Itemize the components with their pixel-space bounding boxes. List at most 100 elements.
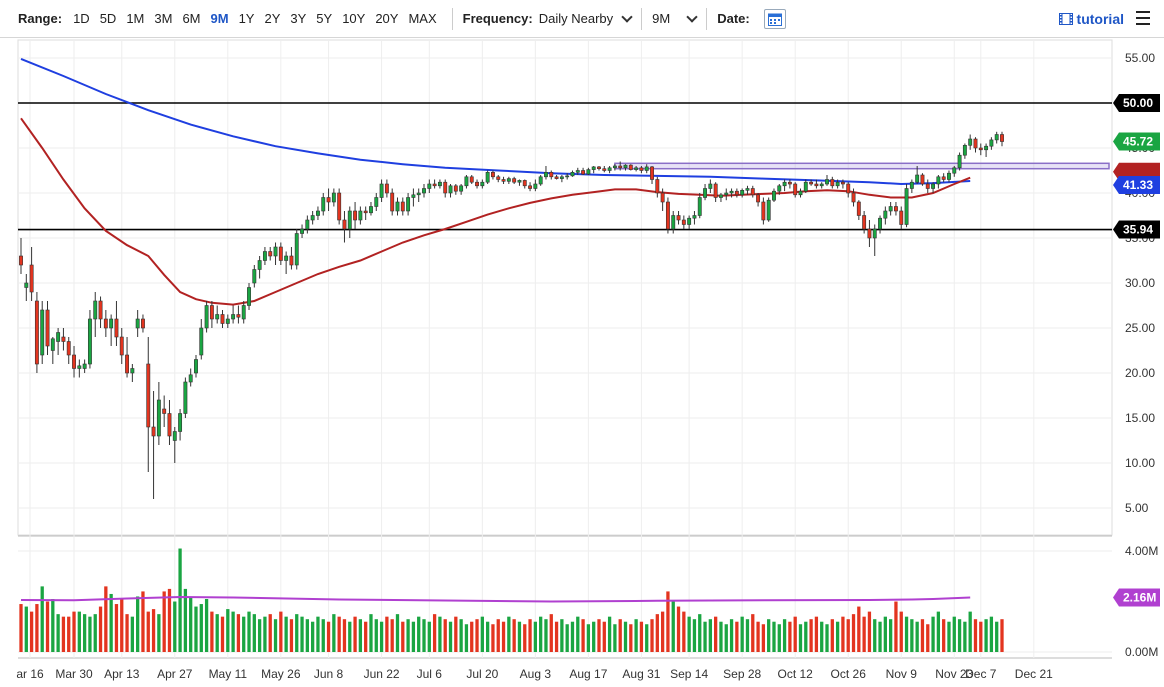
volume-bar xyxy=(820,621,824,652)
range-button-2y[interactable]: 2Y xyxy=(264,11,281,26)
candle xyxy=(289,247,294,270)
volume-bar xyxy=(586,624,591,652)
range-button-5y[interactable]: 5Y xyxy=(316,11,333,26)
candle xyxy=(496,175,501,183)
range-button-1m[interactable]: 1M xyxy=(126,11,145,26)
candle xyxy=(427,179,432,193)
volume-bar xyxy=(639,621,644,652)
calendar-icon[interactable] xyxy=(763,8,786,29)
candle-body xyxy=(978,147,983,151)
range-button-20y[interactable]: 20Y xyxy=(375,11,399,26)
date-label: Date: xyxy=(717,11,750,26)
candle xyxy=(437,179,442,189)
hamburger-menu-icon[interactable] xyxy=(1136,11,1150,25)
candle-body xyxy=(469,176,474,183)
volume-bar xyxy=(454,616,458,652)
frequency-dropdown[interactable]: Daily Nearby xyxy=(539,10,633,26)
candle xyxy=(353,202,358,229)
range-button-6m[interactable]: 6M xyxy=(182,11,201,26)
candle-body xyxy=(962,145,967,156)
candle xyxy=(602,166,607,173)
candle xyxy=(665,197,670,234)
candle-body xyxy=(448,185,453,194)
volume-bar xyxy=(125,614,129,652)
candle-body xyxy=(947,172,951,180)
volume-bar xyxy=(199,604,203,652)
volume-bar xyxy=(295,614,299,652)
candle-body xyxy=(289,255,294,266)
candle-body xyxy=(719,194,723,198)
candle-body xyxy=(904,188,909,225)
volume-bar xyxy=(236,614,241,652)
candle-body xyxy=(803,181,808,192)
candle xyxy=(533,179,538,192)
candle xyxy=(634,166,639,172)
volume-bar xyxy=(528,619,532,652)
volume-bar xyxy=(136,596,140,652)
candle-body xyxy=(740,190,745,196)
range-button-10y[interactable]: 10Y xyxy=(342,11,366,26)
range-button-max[interactable]: MAX xyxy=(408,11,437,26)
volume-bar xyxy=(692,619,697,652)
volume-bar xyxy=(549,614,553,652)
range-button-5d[interactable]: 5D xyxy=(99,11,117,26)
volume-bar xyxy=(846,619,850,652)
volume-bar xyxy=(708,619,712,652)
volume-bar xyxy=(957,619,962,652)
x-axis-labels: ar 16 Mar 30 Apr 13 Apr 27 May 11 May 26 Jun 8… xyxy=(16,667,1053,681)
volume-bar xyxy=(751,614,755,652)
level-tag-upper-text: 50.00 xyxy=(1123,96,1153,110)
volume-bar xyxy=(268,614,272,652)
candle xyxy=(162,395,167,427)
last-price-tag-shape xyxy=(1113,132,1160,151)
volume-bar xyxy=(714,616,718,652)
price-panel-frame xyxy=(17,39,1113,536)
volume-bar xyxy=(655,614,659,652)
range-button-1d[interactable]: 1D xyxy=(73,11,90,26)
volume-bar xyxy=(61,616,66,652)
toolbar-divider xyxy=(706,7,708,30)
volume-bar xyxy=(417,616,421,652)
volume-bar xyxy=(369,614,373,652)
price-chart[interactable]: ar 16 Mar 30 Apr 13 Apr 27 May 11 May 26 Jun 8… xyxy=(0,38,1164,687)
candle-body xyxy=(830,179,835,187)
price-tick-label: 30.00 xyxy=(1125,276,1155,290)
volume-bar xyxy=(448,621,453,652)
range-button-3m[interactable]: 3M xyxy=(154,11,173,26)
volume-bar xyxy=(364,621,368,652)
candle xyxy=(66,337,71,364)
volume-bar xyxy=(597,619,601,652)
x-tick-label: May 11 xyxy=(209,667,248,681)
range-button-1y[interactable]: 1Y xyxy=(238,11,255,26)
candle-body xyxy=(920,174,925,185)
candle xyxy=(655,176,660,198)
volume-bar xyxy=(544,619,548,652)
range-button-9m[interactable]: 9M xyxy=(210,11,229,26)
candle xyxy=(544,166,548,180)
range-button-3y[interactable]: 3Y xyxy=(290,11,307,26)
volume-bar xyxy=(210,611,214,652)
candle xyxy=(390,188,395,216)
volume-tick-label: 4.00M xyxy=(1125,544,1158,558)
moving-average-red-line xyxy=(20,117,971,306)
candle-body xyxy=(167,413,172,437)
candle-body xyxy=(729,190,734,194)
volume-bar xyxy=(995,621,999,652)
candle xyxy=(19,238,23,274)
candle xyxy=(724,188,729,201)
tutorial-link[interactable]: tutorial xyxy=(1058,11,1124,27)
candle xyxy=(650,166,654,184)
volume-bar xyxy=(687,616,691,652)
candle-body xyxy=(750,188,755,196)
candle xyxy=(490,170,495,180)
period-dropdown[interactable]: 9M xyxy=(652,10,698,26)
ma-blue-tag-text: 41.33 xyxy=(1123,178,1153,192)
candle xyxy=(40,301,45,364)
candle-body xyxy=(602,168,607,171)
volume-bar xyxy=(825,624,829,652)
volume-bar xyxy=(194,606,198,652)
candle-body xyxy=(236,314,241,318)
volume-bar xyxy=(231,611,235,652)
candle-body xyxy=(199,327,204,356)
candle xyxy=(432,179,437,189)
